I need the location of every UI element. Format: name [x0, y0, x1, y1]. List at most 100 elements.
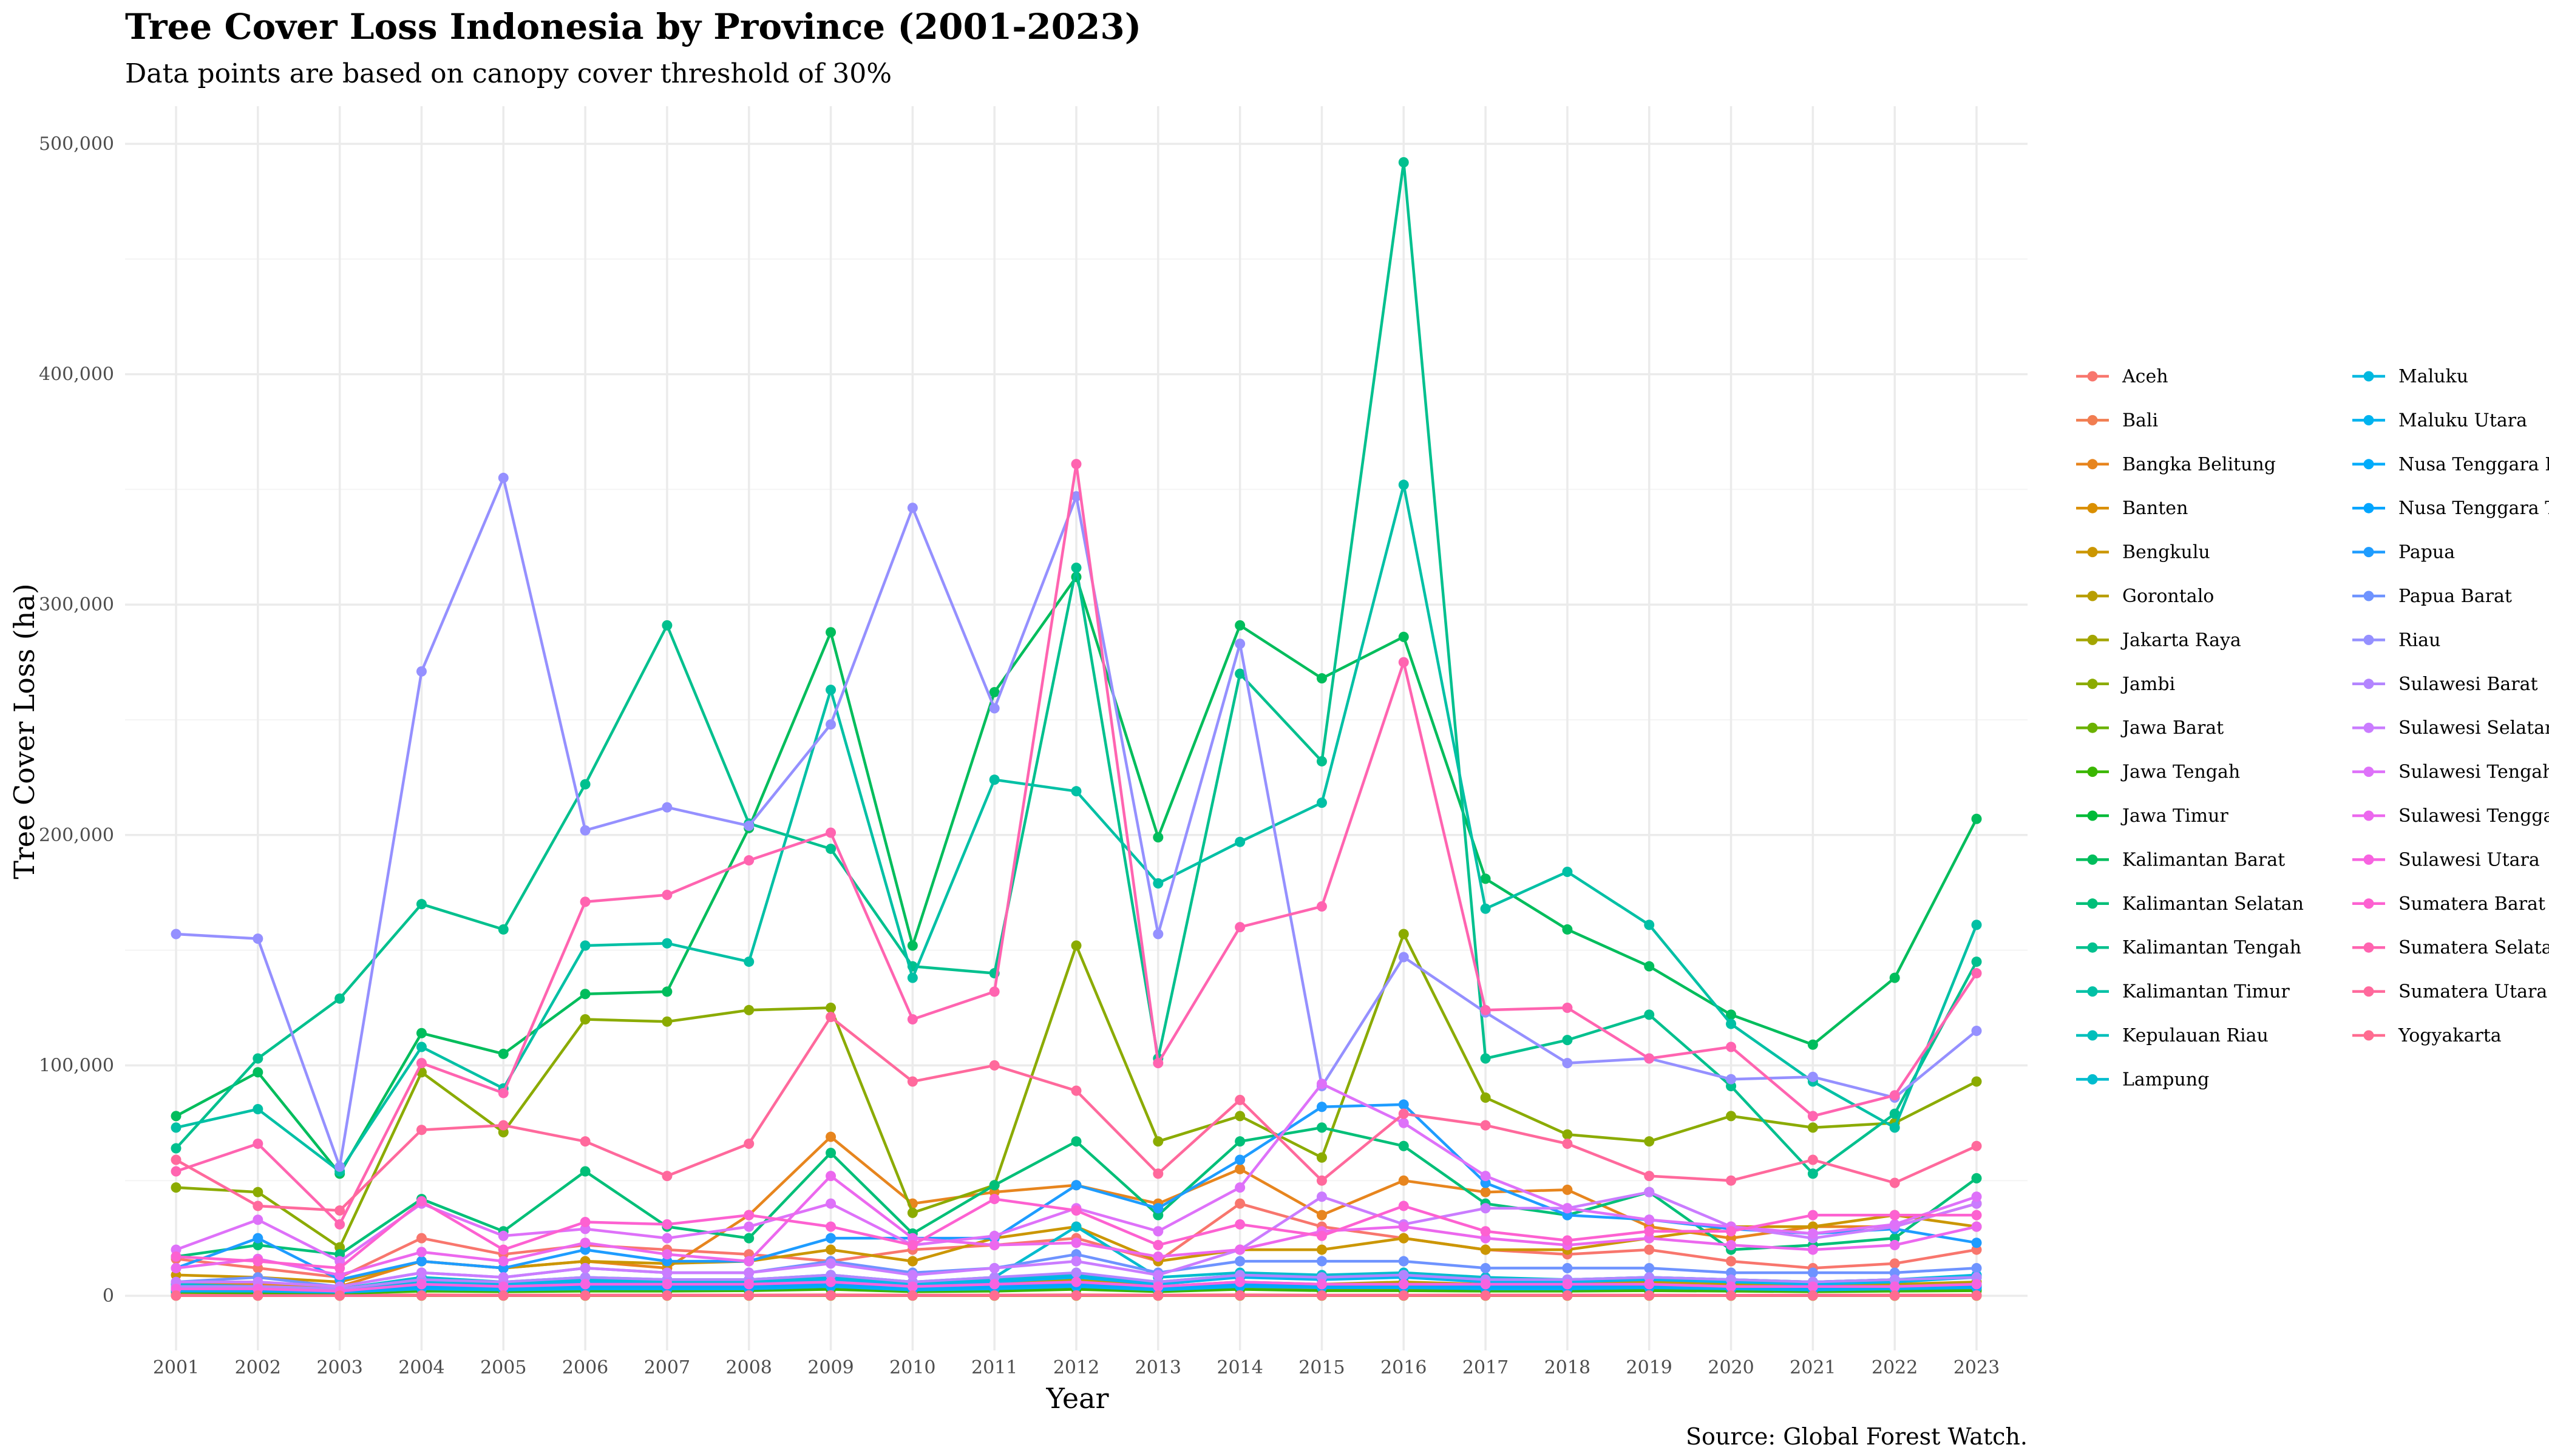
data-point [744, 1290, 755, 1301]
legend-key-point [2087, 854, 2098, 865]
data-point [826, 627, 837, 638]
legend-item: Sumatera Selatan [2352, 937, 2549, 958]
data-point [744, 855, 755, 866]
data-point [1071, 940, 1082, 951]
data-point [1235, 1163, 1246, 1174]
data-point [907, 1256, 918, 1267]
data-point [1889, 1281, 1900, 1292]
legend-item: Kalimantan Timur [2076, 981, 2290, 1003]
legend-item: Jawa Barat [2076, 717, 2224, 739]
data-point [989, 703, 1000, 714]
legend-key-point [2087, 986, 2098, 997]
data-point [1889, 1219, 1900, 1230]
legend-item: Sulawesi Utara [2352, 849, 2540, 870]
legend-item: Bali [2076, 410, 2158, 431]
data-point [907, 1290, 918, 1301]
data-point [1480, 1279, 1491, 1290]
legend-item: Papua [2352, 542, 2455, 563]
data-point [662, 1267, 673, 1278]
data-point [1071, 1180, 1082, 1191]
data-point [744, 1267, 755, 1278]
data-point [416, 1290, 427, 1301]
legend-key-point [2087, 371, 2098, 382]
legend-key-point [2087, 810, 2098, 821]
data-point [1316, 1122, 1327, 1133]
data-point [171, 1154, 182, 1165]
legend-item: Jakarta Raya [2076, 629, 2241, 651]
data-point [662, 1016, 673, 1027]
data-point [1071, 491, 1082, 502]
data-point [1398, 1233, 1409, 1244]
data-point [826, 1003, 837, 1013]
x-tick-label: 2010 [889, 1357, 935, 1378]
data-point [1971, 1262, 1982, 1273]
data-point [1562, 1035, 1573, 1046]
data-point [498, 1281, 509, 1292]
data-point [989, 1239, 1000, 1250]
legend-item: Bangka Belitung [2076, 454, 2276, 475]
legend-item: Jambi [2076, 674, 2175, 695]
data-point [1071, 786, 1082, 797]
legend-label: Jambi [2120, 674, 2175, 695]
data-point [1889, 972, 1900, 983]
data-point [662, 802, 673, 813]
legend-item: Kalimantan Tengah [2076, 937, 2301, 958]
data-point [1726, 1239, 1737, 1250]
legend-label: Maluku Utara [2398, 410, 2527, 431]
data-point [253, 933, 263, 944]
data-point [1235, 1219, 1246, 1230]
legend-item: Nusa Tenggara Barat [2352, 454, 2549, 475]
data-point [498, 1230, 509, 1241]
data-point [1235, 1256, 1246, 1267]
data-point [334, 1262, 345, 1273]
data-point [1480, 1171, 1491, 1182]
data-point [907, 1281, 918, 1292]
legend-item: Sumatera Utara [2352, 981, 2547, 1003]
data-point [1316, 1290, 1327, 1301]
data-point [498, 924, 509, 935]
legend-key-point [2087, 722, 2098, 733]
data-point [498, 1272, 509, 1283]
data-point [826, 844, 837, 855]
chart-title: Tree Cover Loss Indonesia by Province (2… [125, 6, 1141, 47]
data-point [1971, 1076, 1982, 1087]
data-point [662, 1171, 673, 1182]
series-sulawesi-selatan [171, 1187, 1982, 1292]
data-point [1807, 1290, 1818, 1301]
series-jambi [171, 929, 1982, 1253]
y-tick-label: 0 [103, 1285, 114, 1307]
data-point [1398, 952, 1409, 963]
data-point [1807, 1071, 1818, 1082]
data-point [416, 899, 427, 910]
data-point [498, 472, 509, 483]
data-point [1889, 1210, 1900, 1221]
legend-key-point [2363, 942, 2374, 953]
data-point [1153, 929, 1164, 940]
data-point [1153, 1203, 1164, 1214]
data-point [1726, 1290, 1737, 1301]
legend-key-point [2363, 415, 2374, 425]
x-tick-label: 2014 [1217, 1357, 1263, 1378]
data-point [1726, 1256, 1737, 1267]
grid [125, 106, 2028, 1350]
data-point [1726, 1074, 1737, 1085]
y-tick-label: 200,000 [39, 825, 114, 846]
legend-key-point [2087, 591, 2098, 601]
data-point [253, 1104, 263, 1115]
data-point [1235, 1094, 1246, 1105]
legend-key-point [2087, 942, 2098, 953]
data-point [1971, 813, 1982, 824]
data-point [744, 957, 755, 967]
data-point [989, 1290, 1000, 1301]
data-point [1235, 1244, 1246, 1255]
data-point [1316, 756, 1327, 767]
x-tick-label: 2021 [1790, 1357, 1836, 1378]
data-point [1235, 620, 1246, 631]
data-point [662, 1219, 673, 1230]
data-point [1480, 1187, 1491, 1197]
data-point [662, 889, 673, 900]
data-point [1971, 1191, 1982, 1202]
legend-key-point [2363, 634, 2374, 645]
data-point [907, 503, 918, 513]
